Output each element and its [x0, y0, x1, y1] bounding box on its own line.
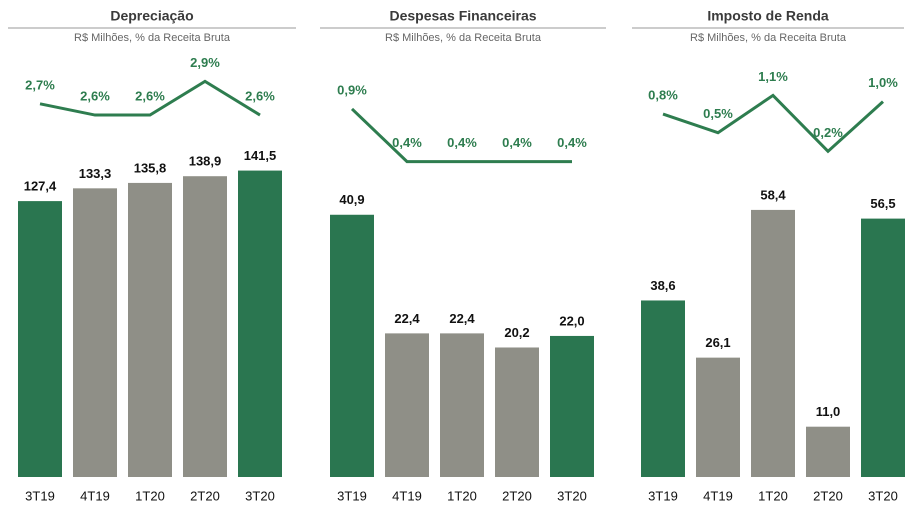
value-label: 138,9	[189, 154, 222, 169]
bar	[183, 176, 227, 477]
bar	[550, 335, 594, 477]
value-label: 11,0	[816, 404, 841, 419]
x-tick-label: 4T19	[703, 488, 733, 503]
x-tick-label: 2T20	[190, 488, 220, 503]
line-label: 2,6%	[80, 88, 110, 103]
bar	[238, 170, 282, 477]
x-tick-label: 4T19	[80, 488, 110, 503]
line-label: 0,8%	[648, 87, 678, 102]
bar	[696, 357, 740, 477]
line-label: 0,9%	[337, 82, 367, 97]
bar	[18, 201, 62, 477]
line	[350, 107, 572, 164]
value-label: 141,5	[244, 148, 277, 163]
bar	[861, 218, 905, 478]
x-tick-label: 3T19	[25, 488, 55, 503]
value-label: 22,0	[559, 313, 584, 328]
x-tick-label: 3T19	[337, 488, 367, 503]
bar	[751, 209, 795, 478]
chart-title: Depreciação	[110, 8, 193, 24]
chart-subtitle: R$ Milhões, % da Receita Bruta	[690, 32, 847, 44]
line-label: 2,7%	[25, 77, 55, 92]
line	[662, 93, 885, 154]
line-label: 0,5%	[703, 106, 733, 121]
bar	[385, 333, 429, 477]
x-tick-label: 1T20	[447, 488, 477, 503]
bar	[440, 333, 484, 477]
chart-title: Despesas Financeiras	[389, 8, 536, 24]
value-label: 20,2	[504, 325, 529, 340]
chart-subtitle: R$ Milhões, % da Receita Bruta	[74, 32, 231, 44]
value-label: 56,5	[870, 196, 895, 211]
x-tick-label: 2T20	[813, 488, 843, 503]
chart-title: Imposto de Renda	[707, 8, 829, 24]
value-label: 22,4	[449, 311, 475, 326]
line-label: 0,2%	[813, 125, 843, 140]
value-label: 26,1	[705, 335, 730, 350]
chart-subtitle: R$ Milhões, % da Receita Bruta	[385, 32, 542, 44]
x-tick-label: 3T20	[245, 488, 275, 503]
value-label: 22,4	[394, 311, 420, 326]
x-tick-label: 3T19	[648, 488, 678, 503]
bar	[73, 188, 117, 478]
x-tick-label: 1T20	[758, 488, 788, 503]
x-tick-label: 3T20	[868, 488, 898, 503]
line-label: 0,4%	[557, 135, 587, 150]
bar	[641, 300, 685, 477]
line-label: 0,4%	[502, 135, 532, 150]
value-label: 38,6	[650, 278, 675, 293]
x-tick-label: 1T20	[135, 488, 165, 503]
value-label: 135,8	[134, 160, 167, 175]
x-tick-label: 2T20	[502, 488, 532, 503]
bar	[128, 182, 172, 477]
line-label: 1,1%	[758, 69, 788, 84]
x-tick-label: 3T20	[557, 488, 587, 503]
line-label: 0,4%	[447, 135, 477, 150]
line-label: 2,6%	[245, 88, 275, 103]
line-label: 2,9%	[190, 55, 220, 70]
value-label: 133,3	[79, 166, 112, 181]
bar	[495, 347, 539, 477]
value-label: 40,9	[339, 192, 364, 207]
value-label: 58,4	[760, 187, 786, 202]
line	[39, 79, 261, 117]
bar	[330, 214, 374, 477]
line-label: 1,0%	[868, 75, 898, 90]
line-label: 0,4%	[392, 135, 422, 150]
bar	[806, 426, 850, 477]
line-label: 2,6%	[135, 88, 165, 103]
value-label: 127,4	[24, 179, 57, 194]
x-tick-label: 4T19	[392, 488, 422, 503]
